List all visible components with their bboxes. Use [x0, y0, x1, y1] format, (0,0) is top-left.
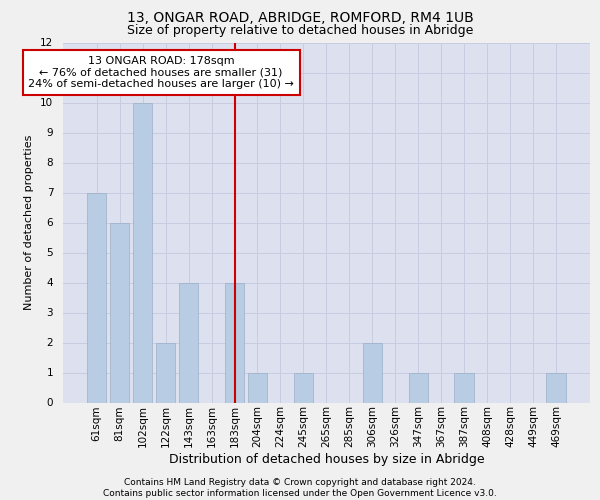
- Y-axis label: Number of detached properties: Number of detached properties: [25, 135, 34, 310]
- Bar: [409, 372, 428, 402]
- Text: 13, ONGAR ROAD, ABRIDGE, ROMFORD, RM4 1UB: 13, ONGAR ROAD, ABRIDGE, ROMFORD, RM4 1U…: [127, 11, 473, 25]
- Bar: [87, 192, 106, 402]
- Text: 13 ONGAR ROAD: 178sqm
← 76% of detached houses are smaller (31)
24% of semi-deta: 13 ONGAR ROAD: 178sqm ← 76% of detached …: [28, 56, 294, 89]
- Bar: [110, 222, 130, 402]
- Bar: [225, 282, 244, 403]
- Bar: [454, 372, 474, 402]
- Bar: [293, 372, 313, 402]
- Bar: [179, 282, 199, 403]
- Bar: [248, 372, 267, 402]
- Bar: [362, 342, 382, 402]
- Bar: [156, 342, 175, 402]
- Text: Size of property relative to detached houses in Abridge: Size of property relative to detached ho…: [127, 24, 473, 37]
- Bar: [133, 102, 152, 403]
- Bar: [547, 372, 566, 402]
- X-axis label: Distribution of detached houses by size in Abridge: Distribution of detached houses by size …: [169, 453, 484, 466]
- Text: Contains HM Land Registry data © Crown copyright and database right 2024.
Contai: Contains HM Land Registry data © Crown c…: [103, 478, 497, 498]
